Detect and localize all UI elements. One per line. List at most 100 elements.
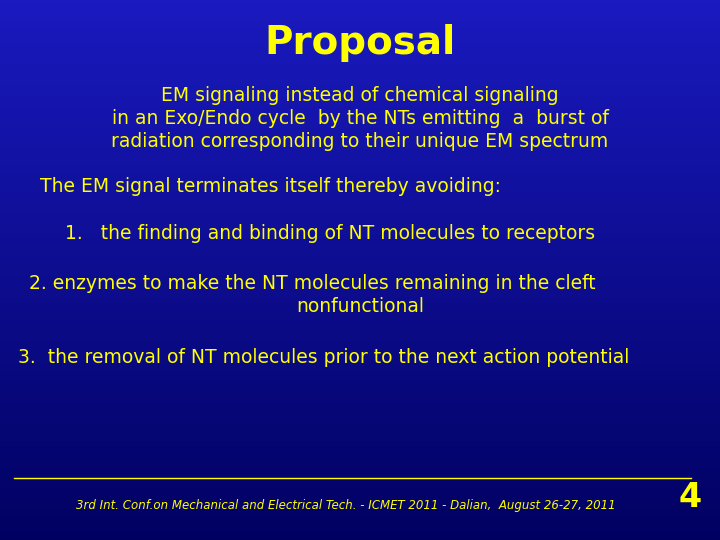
Bar xyxy=(0,137,720,139)
Bar xyxy=(0,212,720,214)
Bar xyxy=(0,93,720,96)
Bar xyxy=(0,484,720,486)
Bar xyxy=(0,471,720,474)
Bar xyxy=(0,164,720,166)
Text: Proposal: Proposal xyxy=(264,24,456,62)
Bar xyxy=(0,196,720,198)
Bar xyxy=(0,400,720,401)
Bar xyxy=(0,401,720,403)
Bar xyxy=(0,409,720,410)
Bar xyxy=(0,417,720,420)
Bar xyxy=(0,387,720,389)
Bar xyxy=(0,231,720,232)
Bar xyxy=(0,259,720,261)
Bar xyxy=(0,328,720,329)
Bar xyxy=(0,403,720,405)
Bar xyxy=(0,293,720,295)
Bar xyxy=(0,104,720,106)
Bar xyxy=(0,509,720,511)
Bar xyxy=(0,346,720,347)
Bar xyxy=(0,214,720,216)
Bar xyxy=(0,106,720,108)
Bar xyxy=(0,475,720,477)
Bar xyxy=(0,117,720,119)
Bar xyxy=(0,216,720,218)
Bar xyxy=(0,77,720,79)
Bar xyxy=(0,58,720,59)
Bar xyxy=(0,528,720,529)
Bar xyxy=(0,255,720,258)
Bar xyxy=(0,189,720,191)
Bar xyxy=(0,81,720,83)
Bar xyxy=(0,502,720,504)
Bar xyxy=(0,439,720,441)
Bar xyxy=(0,299,720,301)
Bar xyxy=(0,306,720,308)
Bar xyxy=(0,151,720,153)
Bar xyxy=(0,506,720,508)
Bar xyxy=(0,31,720,32)
Bar xyxy=(0,158,720,160)
Bar xyxy=(0,427,720,428)
Bar xyxy=(0,416,720,417)
Bar xyxy=(0,234,720,236)
Bar xyxy=(0,131,720,133)
Bar xyxy=(0,491,720,493)
Bar xyxy=(0,7,720,9)
Bar xyxy=(0,355,720,356)
Bar xyxy=(0,407,720,409)
Bar xyxy=(0,369,720,371)
Bar xyxy=(0,508,720,509)
Bar xyxy=(0,174,720,177)
Bar xyxy=(0,371,720,373)
Bar xyxy=(0,221,720,223)
Bar xyxy=(0,59,720,61)
Bar xyxy=(0,265,720,266)
Bar xyxy=(0,279,720,281)
Bar xyxy=(0,171,720,173)
Bar xyxy=(0,329,720,331)
Bar xyxy=(0,250,720,252)
Bar xyxy=(0,434,720,436)
Text: 3.  the removal of NT molecules prior to the next action potential: 3. the removal of NT molecules prior to … xyxy=(18,348,629,367)
Bar xyxy=(0,414,720,416)
Bar xyxy=(0,65,720,66)
Bar xyxy=(0,15,720,16)
Bar xyxy=(0,160,720,162)
Bar xyxy=(0,185,720,187)
Bar xyxy=(0,340,720,342)
Text: 1.   the finding and binding of NT molecules to receptors: 1. the finding and binding of NT molecul… xyxy=(65,224,595,243)
Bar xyxy=(0,380,720,382)
Bar xyxy=(0,425,720,427)
Bar xyxy=(0,367,720,369)
Bar xyxy=(0,481,720,482)
Bar xyxy=(0,247,720,248)
Bar xyxy=(0,50,720,52)
Bar xyxy=(0,501,720,502)
Bar xyxy=(0,383,720,385)
Bar xyxy=(0,92,720,93)
Bar xyxy=(0,101,720,103)
Bar xyxy=(0,157,720,158)
Bar xyxy=(0,455,720,457)
Bar xyxy=(0,133,720,135)
Bar xyxy=(0,351,720,353)
Bar xyxy=(0,275,720,277)
Bar xyxy=(0,393,720,394)
Bar xyxy=(0,193,720,194)
Bar xyxy=(0,405,720,407)
Bar xyxy=(0,225,720,227)
Bar xyxy=(0,39,720,42)
Bar xyxy=(0,378,720,380)
Bar xyxy=(0,297,720,299)
Bar xyxy=(0,61,720,63)
Bar xyxy=(0,223,720,225)
Bar xyxy=(0,482,720,484)
Bar xyxy=(0,524,720,525)
Bar xyxy=(0,459,720,461)
Bar xyxy=(0,16,720,18)
Bar xyxy=(0,5,720,7)
Bar xyxy=(0,295,720,297)
Bar xyxy=(0,205,720,207)
Bar xyxy=(0,120,720,123)
